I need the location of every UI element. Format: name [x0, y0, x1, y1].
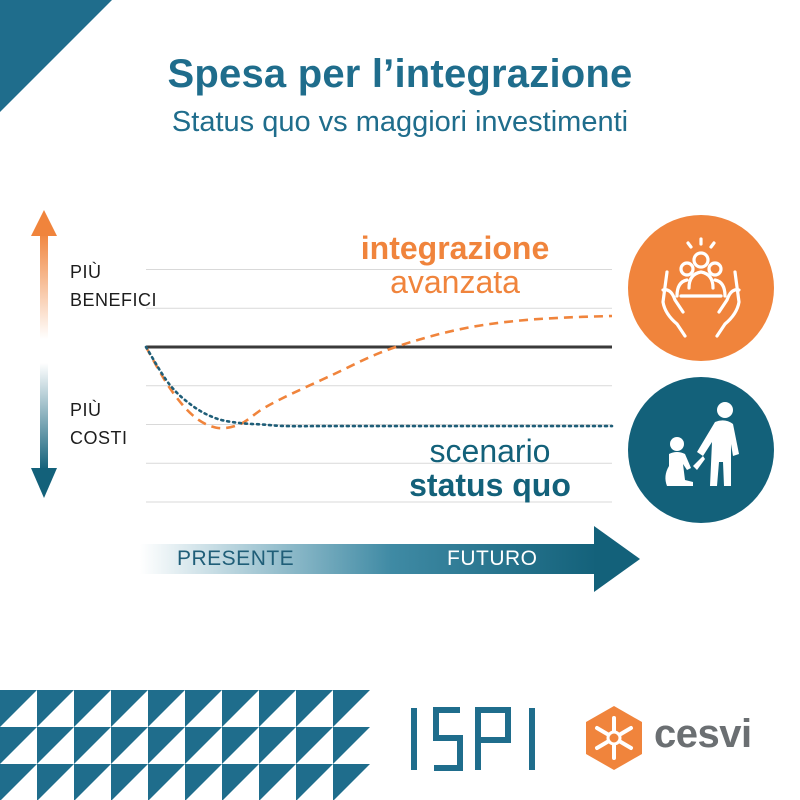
pattern-triangle: [148, 727, 185, 764]
triangle-pattern-decoration: [0, 690, 370, 800]
series-lines: [144, 314, 614, 430]
grid: [146, 269, 612, 503]
pattern-triangle: [148, 690, 185, 727]
pattern-triangle: [296, 764, 333, 800]
pattern-triangle: [0, 690, 37, 727]
cesvi-logo: cesvi: [580, 704, 780, 774]
pattern-triangle: [222, 764, 259, 800]
y-axis-costs-label: PIÙ COSTI: [70, 400, 128, 448]
ispi-logo: [411, 707, 535, 771]
pattern-triangle: [111, 727, 148, 764]
pattern-triangle: [333, 690, 370, 727]
pattern-triangle: [259, 764, 296, 800]
pattern-triangle: [296, 690, 333, 727]
integration-series-line: [144, 314, 613, 430]
pattern-triangle: [74, 727, 111, 764]
pattern-triangle: [185, 727, 222, 764]
pattern-triangle: [0, 764, 37, 800]
pattern-triangle: [37, 690, 74, 727]
hands-holding-people-icon: [628, 215, 774, 361]
adult-and-child-icon: [628, 377, 774, 523]
chart: [31, 210, 640, 592]
status-quo-series-line: [144, 345, 614, 428]
cesvi-mark-icon: [586, 706, 642, 770]
pattern-triangle: [74, 764, 111, 800]
timeline-arrow: [140, 526, 640, 592]
status-quo-series-label: scenario status quo: [409, 433, 571, 503]
page-subtitle: Status quo vs maggiori investimenti: [171, 106, 629, 138]
cesvi-wordmark: cesvi: [654, 712, 752, 756]
pattern-triangle: [259, 727, 296, 764]
pattern-triangle: [37, 727, 74, 764]
page-title: Spesa per l’integrazione: [167, 52, 633, 96]
pattern-triangle: [185, 764, 222, 800]
pattern-triangle: [37, 764, 74, 800]
timeline-present-label: PRESENTE: [177, 547, 295, 570]
y-axis-benefits-label: PIÙ BENEFICI: [70, 262, 158, 310]
pattern-triangle: [0, 727, 37, 764]
pattern-triangle: [148, 764, 185, 800]
pattern-triangle: [333, 764, 370, 800]
pattern-triangle: [296, 727, 333, 764]
pattern-triangle: [111, 690, 148, 727]
pattern-triangle: [222, 727, 259, 764]
corner-decoration: [0, 0, 112, 112]
pattern-triangle: [111, 764, 148, 800]
pattern-triangle: [259, 690, 296, 727]
integration-series-label: integrazione avanzata: [360, 230, 550, 300]
y-axis-arrow: [31, 210, 57, 498]
pattern-triangle: [185, 690, 222, 727]
pattern-triangle: [333, 727, 370, 764]
timeline-future-label: FUTURO: [447, 547, 538, 570]
pattern-triangle: [222, 690, 259, 727]
pattern-triangle: [74, 690, 111, 727]
